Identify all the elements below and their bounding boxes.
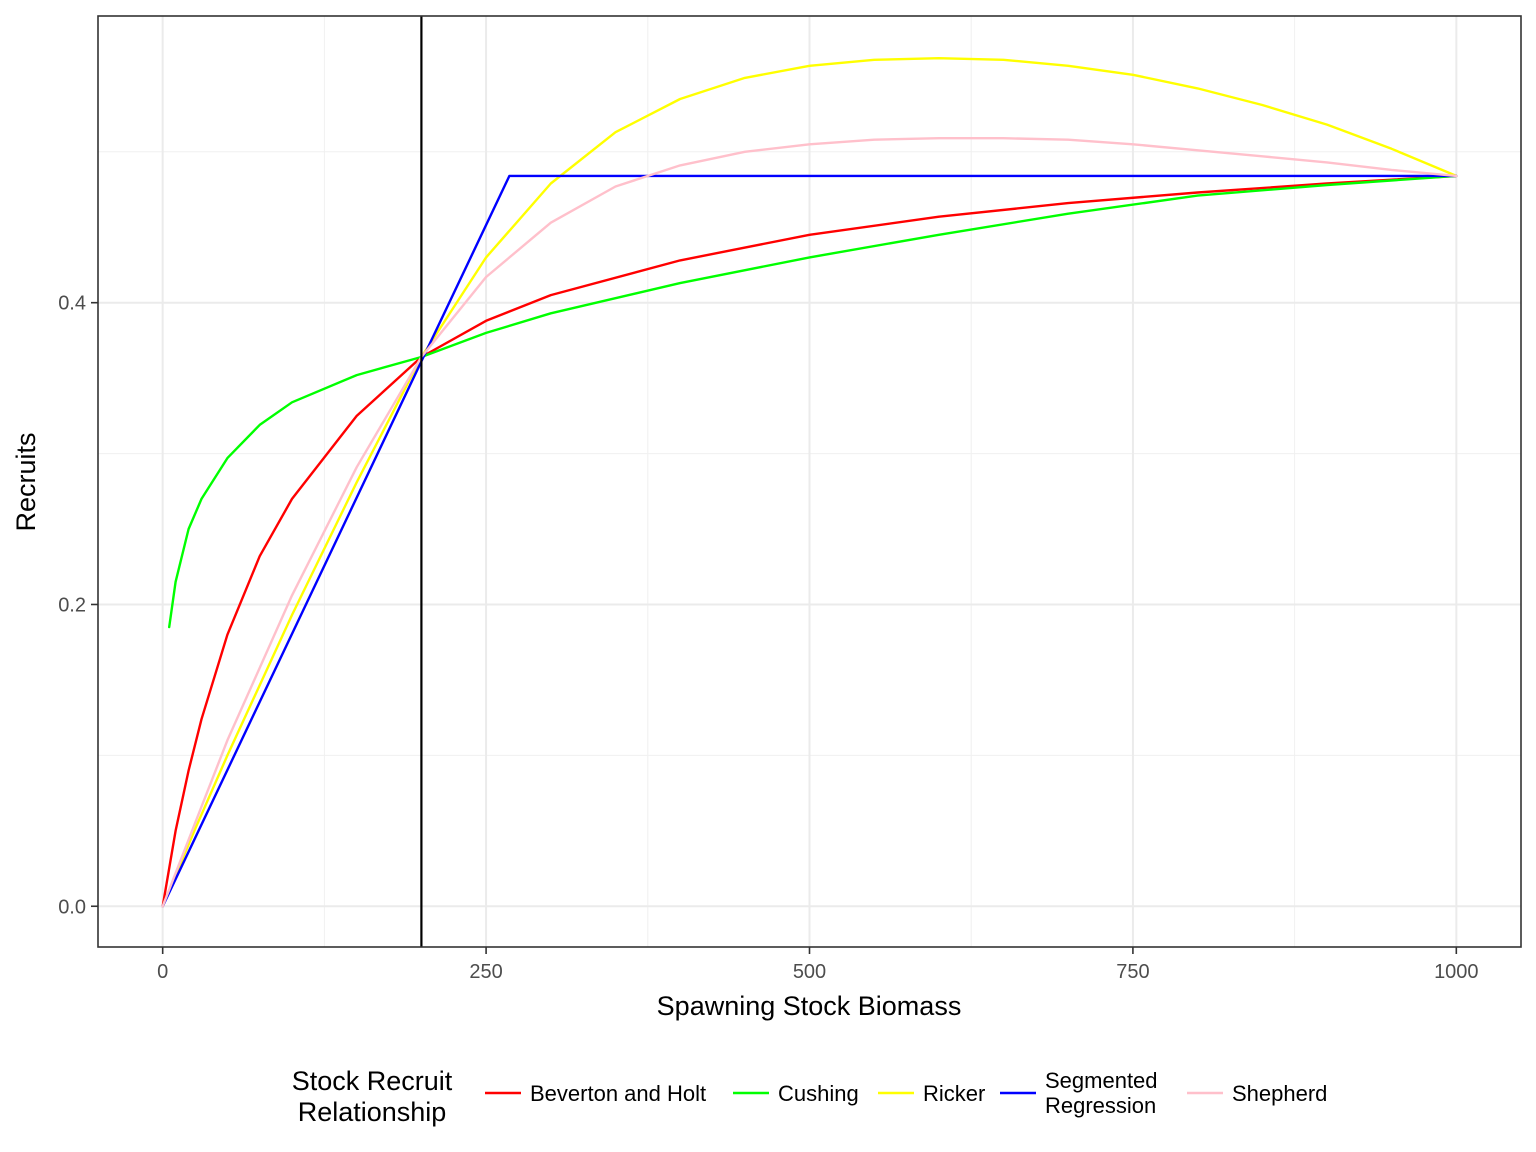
legend-title: Stock Recruit Relationship — [292, 1066, 453, 1127]
series-line-segmented-regression — [161, 174, 1458, 908]
series-line-cushing — [167, 174, 1458, 629]
legend-title-line: Relationship — [298, 1097, 447, 1127]
legend-label-line: Cushing — [778, 1081, 859, 1106]
legend-label-line: Shepherd — [1232, 1081, 1327, 1106]
y-axis-title: Recruits — [11, 432, 41, 531]
legend-label: Cushing — [778, 1081, 859, 1106]
x-tick-label: 0 — [157, 961, 168, 983]
legend-label: Shepherd — [1232, 1081, 1327, 1106]
legend-label-line: Regression — [1045, 1093, 1156, 1118]
series-line-ricker — [161, 57, 1458, 908]
series-line-beverton-and-holt — [161, 174, 1458, 908]
axes: 0 250 500 750 1000 0.0 0.2 0.4 — [58, 293, 1478, 983]
legend-title-line: Stock Recruit — [292, 1066, 453, 1096]
y-tick-label: 0.4 — [58, 293, 86, 315]
y-tick-label: 0.2 — [58, 594, 86, 616]
series-lines — [161, 57, 1458, 908]
legend-label-line: Beverton and Holt — [530, 1081, 706, 1106]
x-axis-title: Spawning Stock Biomass — [657, 991, 962, 1021]
x-tick-label: 750 — [1116, 961, 1149, 983]
legend-label: Segmented Regression — [1045, 1068, 1158, 1118]
x-tick-label: 250 — [469, 961, 502, 983]
y-tick-label: 0.0 — [58, 896, 86, 918]
x-tick-label: 500 — [793, 961, 826, 983]
legend-label: Ricker — [923, 1081, 985, 1106]
legend-label: Beverton and Holt — [530, 1081, 706, 1106]
series-line-shepherd — [161, 136, 1458, 908]
x-tick-label: 1000 — [1434, 961, 1479, 983]
legend-label-line: Segmented — [1045, 1068, 1158, 1093]
grid — [98, 16, 1521, 947]
legend: Stock Recruit Relationship Beverton and Ho… — [292, 1066, 1328, 1127]
legend-label-line: Ricker — [923, 1081, 985, 1106]
